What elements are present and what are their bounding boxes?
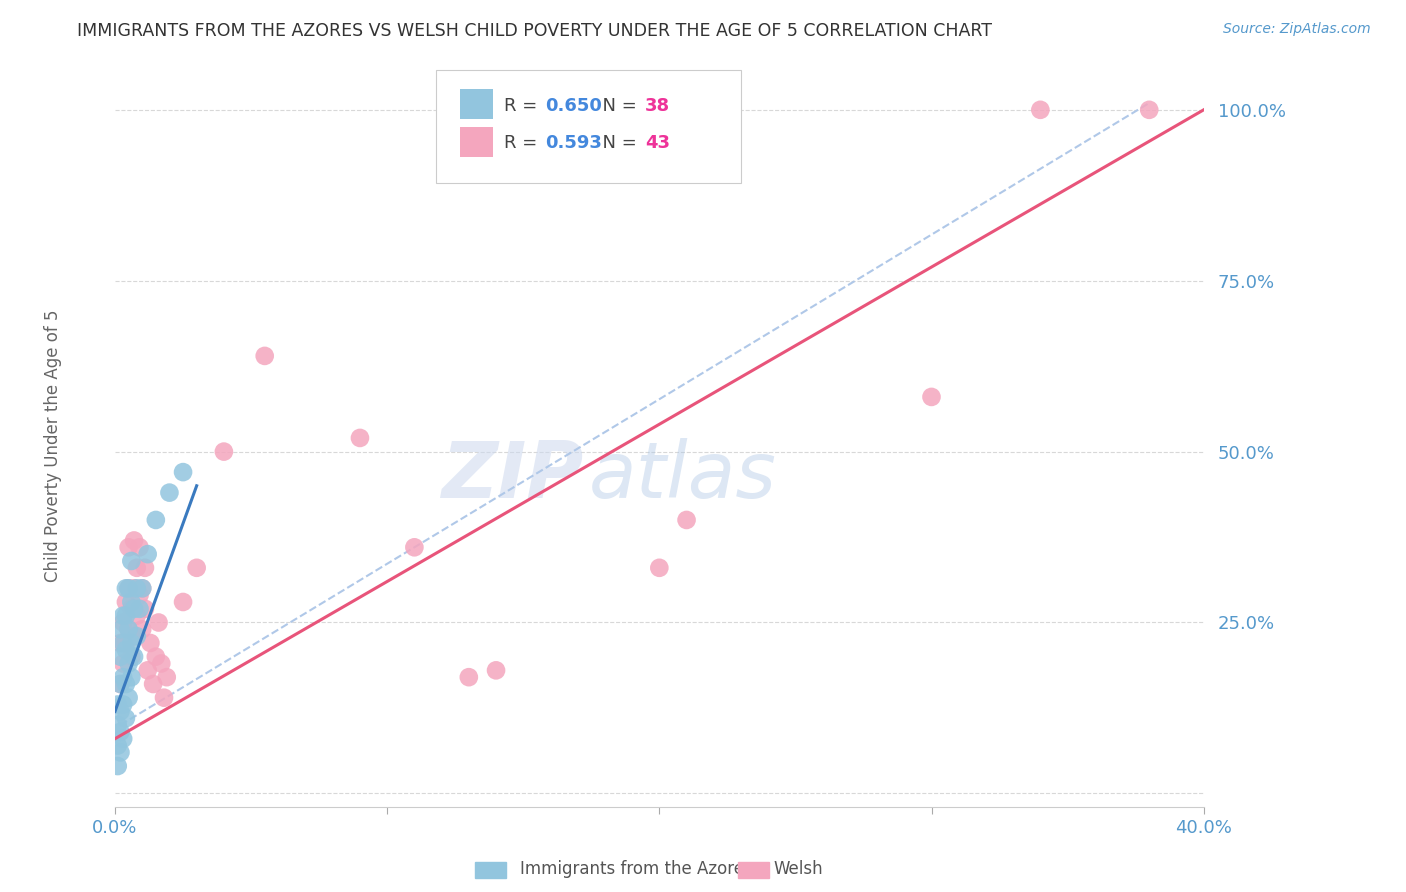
Point — [122, 649, 145, 664]
Text: Welsh: Welsh — [773, 860, 823, 878]
Point — [117, 623, 139, 637]
Point — [145, 513, 167, 527]
Point — [172, 595, 194, 609]
Point — [110, 745, 132, 759]
Point — [122, 602, 145, 616]
Point — [117, 657, 139, 671]
Point — [117, 690, 139, 705]
Point — [107, 759, 129, 773]
Text: N =: N = — [591, 96, 643, 114]
Point — [117, 582, 139, 596]
Point — [112, 670, 135, 684]
Text: R =: R = — [503, 96, 543, 114]
Point — [120, 649, 142, 664]
Point — [120, 670, 142, 684]
Point — [125, 582, 148, 596]
Text: Immigrants from the Azores: Immigrants from the Azores — [520, 860, 754, 878]
Text: 43: 43 — [645, 134, 671, 153]
Point — [112, 615, 135, 630]
Point — [212, 444, 235, 458]
Point — [131, 623, 153, 637]
Point — [115, 677, 138, 691]
Point — [1137, 103, 1160, 117]
Point — [122, 629, 145, 643]
Point — [349, 431, 371, 445]
Point — [120, 595, 142, 609]
Point — [112, 657, 135, 671]
Point — [110, 677, 132, 691]
Point — [457, 670, 479, 684]
Point — [172, 465, 194, 479]
Point — [142, 677, 165, 691]
Point — [112, 698, 135, 712]
Point — [120, 554, 142, 568]
Point — [120, 602, 142, 616]
Point — [112, 636, 135, 650]
Point — [404, 541, 426, 555]
Point — [110, 636, 132, 650]
Point — [485, 664, 508, 678]
Point — [110, 623, 132, 637]
FancyBboxPatch shape — [436, 70, 741, 183]
Point — [115, 608, 138, 623]
Point — [134, 561, 156, 575]
Point — [153, 690, 176, 705]
Bar — [460, 127, 492, 157]
Point — [134, 602, 156, 616]
Text: atlas: atlas — [589, 438, 776, 514]
Point — [115, 636, 138, 650]
Text: IMMIGRANTS FROM THE AZORES VS WELSH CHILD POVERTY UNDER THE AGE OF 5 CORRELATION: IMMIGRANTS FROM THE AZORES VS WELSH CHIL… — [77, 22, 993, 40]
Point — [112, 608, 135, 623]
Point — [131, 582, 153, 596]
Point — [675, 513, 697, 527]
Point — [110, 649, 132, 664]
Point — [110, 677, 132, 691]
Point — [136, 664, 159, 678]
Point — [145, 649, 167, 664]
Point — [115, 643, 138, 657]
Point — [131, 582, 153, 596]
Point — [117, 582, 139, 596]
Point — [139, 636, 162, 650]
Point — [107, 739, 129, 753]
Text: R =: R = — [503, 134, 543, 153]
Point — [1029, 103, 1052, 117]
Point — [128, 541, 150, 555]
Point — [107, 718, 129, 732]
Point — [186, 561, 208, 575]
Point — [115, 711, 138, 725]
Point — [115, 595, 138, 609]
Point — [150, 657, 173, 671]
Text: ZIP: ZIP — [441, 438, 583, 514]
Point — [122, 533, 145, 548]
Point — [110, 724, 132, 739]
Point — [128, 602, 150, 616]
Point — [112, 731, 135, 746]
Text: 0.650: 0.650 — [546, 96, 602, 114]
Point — [148, 615, 170, 630]
Point — [117, 623, 139, 637]
Point — [648, 561, 671, 575]
Text: Source: ZipAtlas.com: Source: ZipAtlas.com — [1223, 22, 1371, 37]
Point — [136, 547, 159, 561]
Point — [921, 390, 943, 404]
Point — [120, 636, 142, 650]
Point — [128, 588, 150, 602]
Point — [253, 349, 276, 363]
Point — [125, 561, 148, 575]
Point — [115, 582, 138, 596]
Text: 0.593: 0.593 — [546, 134, 602, 153]
Point — [125, 629, 148, 643]
Text: 38: 38 — [645, 96, 671, 114]
Bar — [460, 89, 492, 119]
Point — [110, 704, 132, 718]
Point — [122, 582, 145, 596]
Text: N =: N = — [591, 134, 643, 153]
Point — [156, 670, 179, 684]
Point — [107, 698, 129, 712]
Point — [125, 608, 148, 623]
Point — [117, 541, 139, 555]
Text: Child Poverty Under the Age of 5: Child Poverty Under the Age of 5 — [45, 310, 62, 582]
Point — [159, 485, 181, 500]
